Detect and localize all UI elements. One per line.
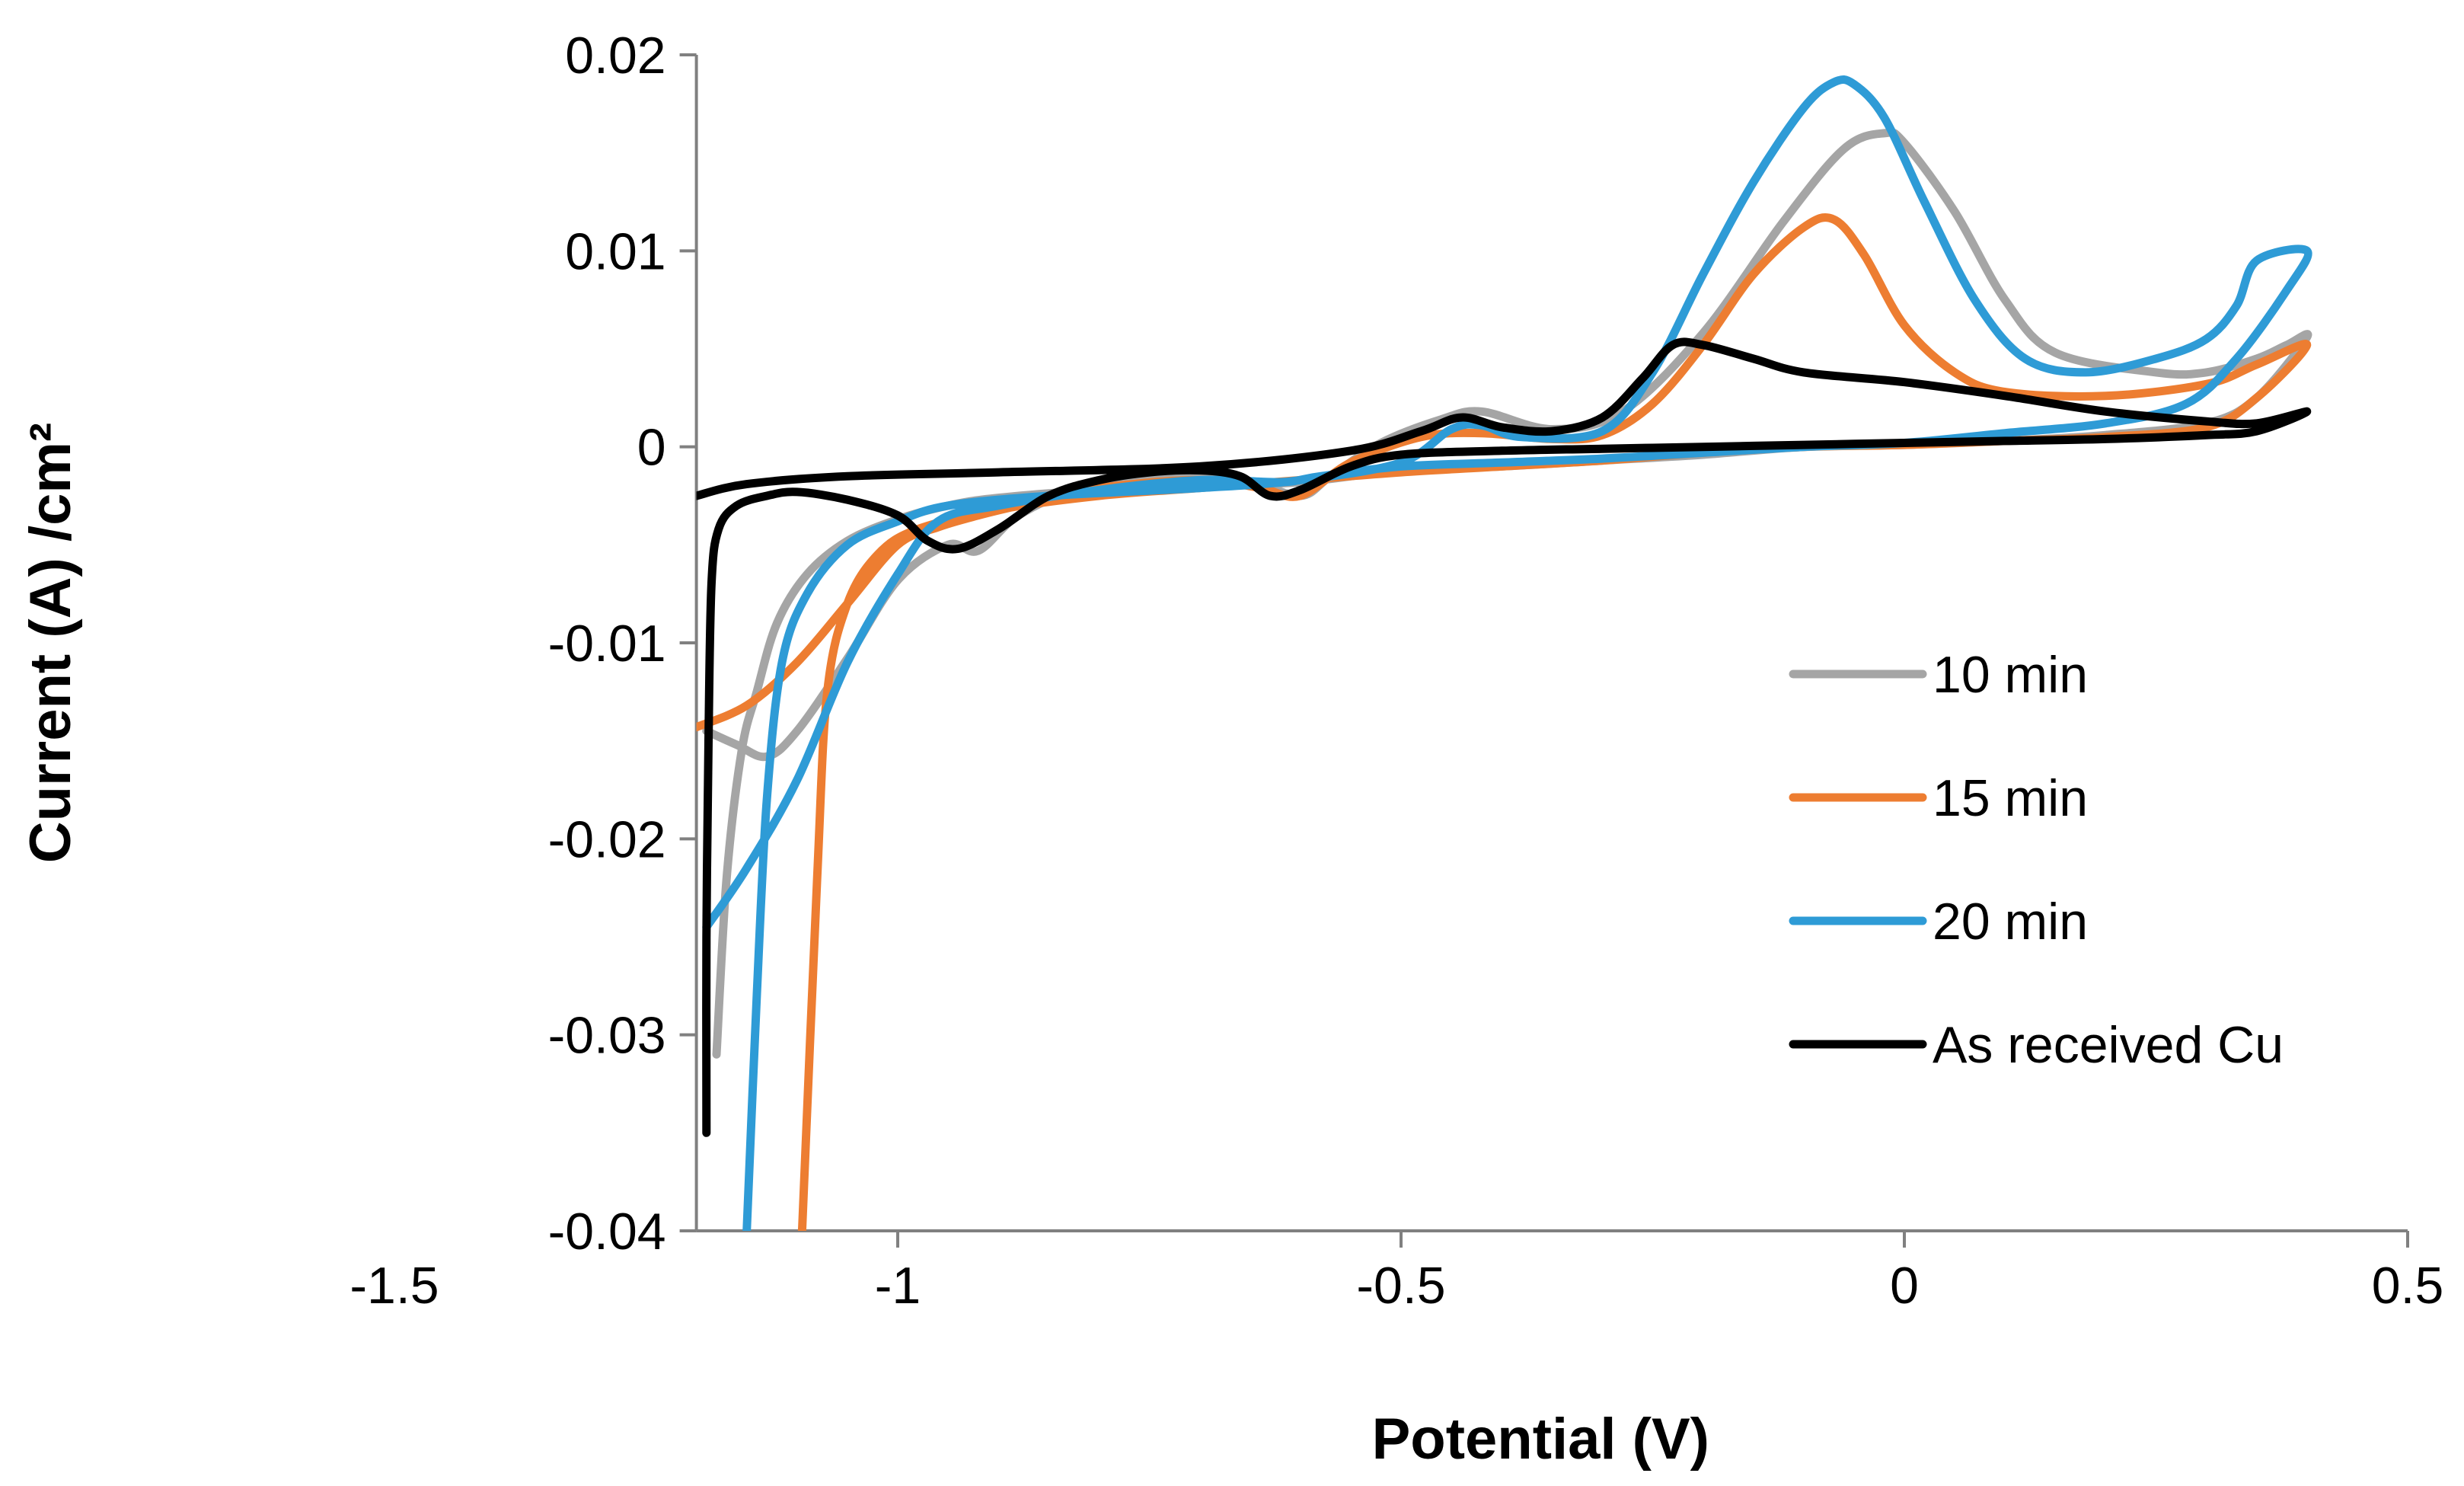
x-tick-label: 0: [1890, 1257, 1919, 1315]
y-tick-label: -0.04: [548, 1203, 666, 1261]
legend-label: As received Cu: [1933, 1016, 2284, 1074]
x-tick-label: -1: [875, 1257, 921, 1315]
y-tick-label: -0.02: [548, 810, 666, 868]
y-axis-title: Current (A) /cm²: [18, 423, 83, 863]
y-tick-label: 0.01: [565, 222, 665, 280]
x-ticks: -1.5 -1 -0.5 0 0.5: [349, 1231, 2443, 1315]
y-tick-label: 0: [637, 419, 666, 477]
legend: 10 min 15 min 20 min As received Cu: [1789, 646, 2284, 1074]
y-tick-label: -0.01: [548, 615, 666, 673]
x-tick-label: -1.5: [349, 1257, 439, 1315]
y-ticks: 0.02 0.01 0 -0.01 -0.02 -0.03 -0.04: [548, 27, 697, 1261]
series-line-as-received-cu: [696, 337, 2312, 1137]
x-tick-label: 0.5: [2372, 1257, 2444, 1315]
y-tick-label: -0.03: [548, 1007, 666, 1065]
series-layer: [696, 75, 2312, 1231]
x-axis-title: Potential (V): [1372, 1407, 1709, 1472]
axes: 0.02 0.01 0 -0.01 -0.02 -0.03 -0.04 -1.5 -1 -0.5…: [349, 27, 2443, 1315]
legend-label: 10 min: [1933, 646, 2088, 704]
y-tick-label: 0.02: [565, 27, 665, 85]
x-tick-label: -0.5: [1356, 1257, 1445, 1315]
legend-label: 20 min: [1933, 893, 2088, 951]
legend-label: 15 min: [1933, 769, 2088, 827]
